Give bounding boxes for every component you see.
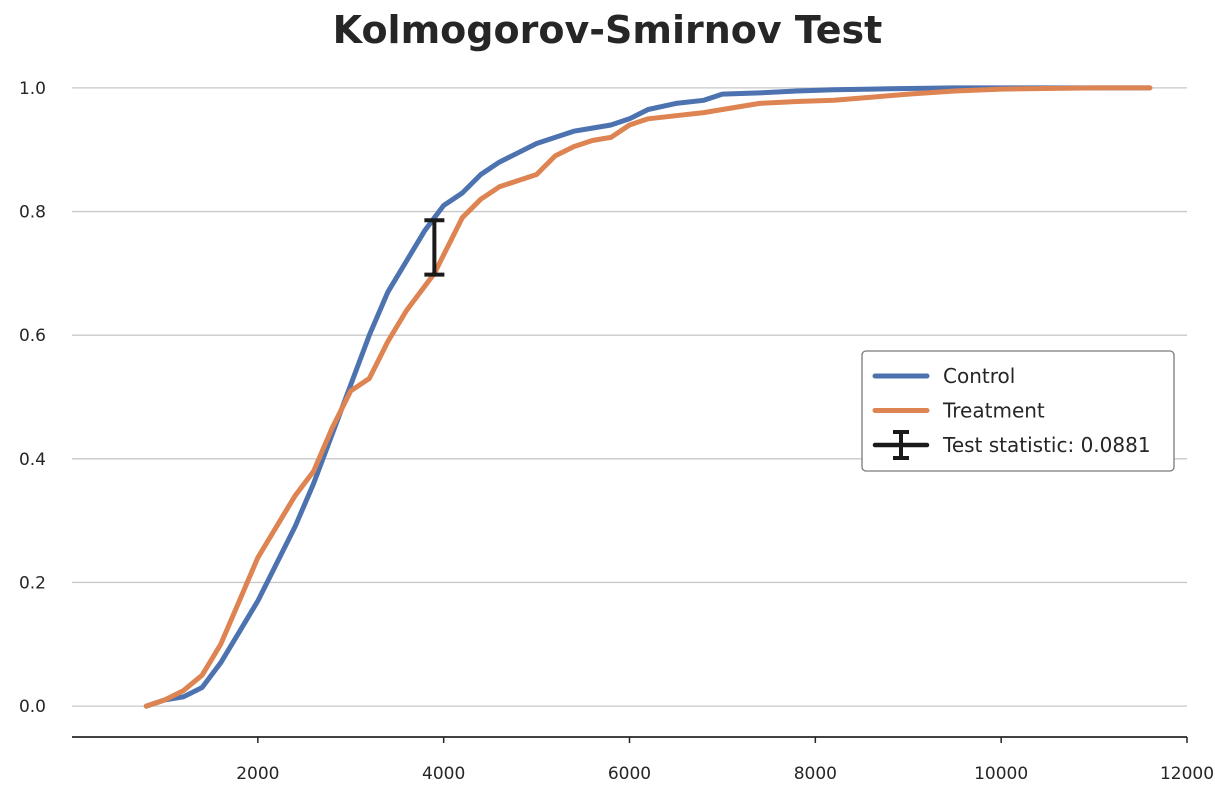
- legend-label: Control: [943, 364, 1015, 388]
- x-tick-label: 6000: [608, 764, 651, 784]
- legend-label: Treatment: [942, 399, 1045, 423]
- test-statistic-errorbar: [424, 218, 445, 277]
- legend-entry: Test statistic: 0.0881: [872, 430, 1151, 460]
- x-tick-label: 2000: [236, 764, 279, 784]
- y-tick-label: 0.4: [19, 450, 46, 470]
- y-tick-label: 0.8: [19, 203, 46, 223]
- legend-entry: Treatment: [872, 399, 1045, 423]
- x-tick-label: 12000: [1160, 764, 1214, 784]
- y-tick-label: 0.6: [19, 326, 46, 346]
- legend: Control Treatment Test statistic: 0.0881: [861, 350, 1175, 472]
- y-tick-label: 0.2: [19, 573, 46, 593]
- x-tick-label: 10000: [974, 764, 1028, 784]
- legend-box: [861, 350, 1175, 472]
- x-tick-label: 4000: [422, 764, 465, 784]
- y-tick-label: 0.0: [19, 697, 46, 717]
- series-line-treatment: [143, 85, 1153, 709]
- legend-label: Test statistic: 0.0881: [942, 433, 1151, 457]
- series-line-control: [143, 85, 1153, 709]
- chart-title: Kolmogorov-Smirnov Test: [332, 8, 883, 52]
- x-tick-label: 8000: [794, 764, 837, 784]
- y-tick-label: 1.0: [19, 79, 46, 99]
- legend-entry: Control: [872, 364, 1015, 388]
